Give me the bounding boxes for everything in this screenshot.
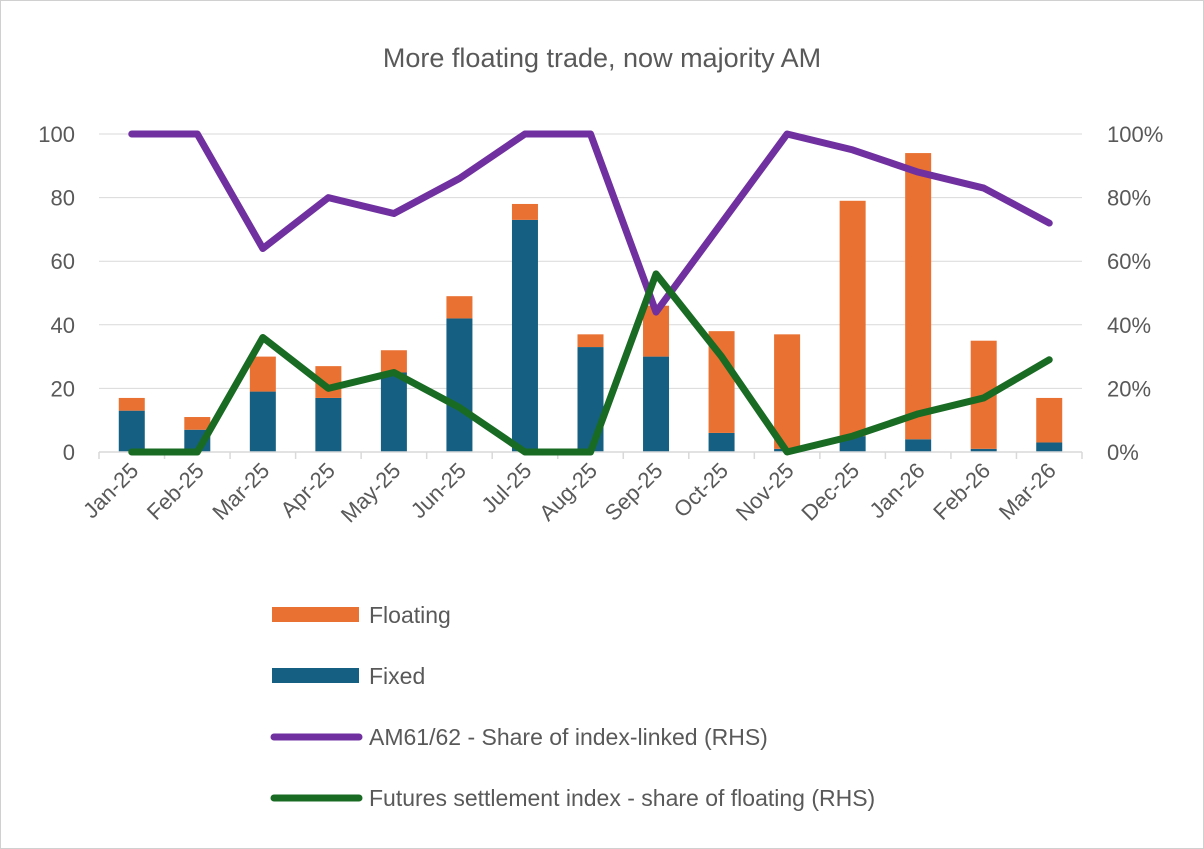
legend-label-futures-settlement-index-share-of-floating-rhs: Futures settlement index - share of floa… xyxy=(369,785,875,811)
x-tick-label-may-25: May-25 xyxy=(336,458,406,528)
line-series xyxy=(128,130,1053,456)
line-futures-settlement-index-share-of-floating-rhs xyxy=(128,270,1053,456)
bar-fixed-apr-25 xyxy=(315,397,342,452)
bar-floating-nov-25 xyxy=(774,334,801,449)
bar-floating-aug-25 xyxy=(577,334,604,348)
x-tick-label-mar-25: Mar-25 xyxy=(207,458,274,525)
x-tick-label-jul-25: Jul-25 xyxy=(476,458,536,518)
y-tick-label: 20 xyxy=(51,376,75,401)
bar-fixed-jan-26 xyxy=(905,439,932,452)
x-tick-label-aug-25: Aug-25 xyxy=(534,458,602,526)
bar-floating-feb-25 xyxy=(184,417,211,430)
x-tick-label-dec-25: Dec-25 xyxy=(796,458,864,526)
legend-swatch-floating xyxy=(272,607,359,622)
bar-fixed-jul-25 xyxy=(511,219,538,452)
legend-label-fixed: Fixed xyxy=(369,663,425,689)
x-tick-label-feb-25: Feb-25 xyxy=(142,458,209,525)
bar-floating-jul-25 xyxy=(511,203,538,220)
y-tick-label: 100 xyxy=(38,122,75,147)
bar-fixed-may-25 xyxy=(380,372,407,452)
line-am61-62-share-of-index-linked-rhs xyxy=(128,130,1053,316)
bar-floating-may-25 xyxy=(380,350,407,373)
bar-floating-jun-25 xyxy=(446,296,473,319)
y-tick-label: 60 xyxy=(51,249,75,274)
chart-title: More floating trade, now majority AM xyxy=(383,43,821,73)
bar-floating-jan-26 xyxy=(905,153,932,440)
bar-fixed-oct-25 xyxy=(708,432,735,452)
legend-label-floating: Floating xyxy=(369,602,451,628)
y-tick-label: 80 xyxy=(51,186,75,211)
x-tick-label-jan-26: Jan-26 xyxy=(864,458,929,523)
x-tick-label-jan-25: Jan-25 xyxy=(78,458,143,523)
y2-tick-label: 100% xyxy=(1107,122,1163,147)
y-tick-label: 40 xyxy=(51,313,75,338)
bar-floating-dec-25 xyxy=(839,200,866,437)
y2-tick-label: 80% xyxy=(1107,186,1151,211)
y2-tick-label: 60% xyxy=(1107,249,1151,274)
y-axis-left: 0 20 40 60 80 100 xyxy=(38,122,75,465)
legend: Floating Fixed AM61/62 - Share of index-li… xyxy=(270,602,875,811)
x-tick-label-feb-26: Feb-26 xyxy=(928,458,995,525)
bar-floating-mar-26 xyxy=(1036,397,1063,443)
legend-label-am61-62-share-of-index-linked-rhs: AM61/62 - Share of index-linked (RHS) xyxy=(369,724,768,750)
bar-fixed-mar-25 xyxy=(249,391,276,452)
bar-fixed-jan-25 xyxy=(118,410,145,452)
x-tick-label-mar-26: Mar-26 xyxy=(994,458,1061,525)
bar-floating-jan-25 xyxy=(118,397,145,411)
y2-tick-label: 20% xyxy=(1107,376,1151,401)
legend-swatch-fixed xyxy=(272,668,359,683)
bar-fixed-sep-25 xyxy=(643,356,670,452)
y2-tick-label: 40% xyxy=(1107,313,1151,338)
y-tick-label: 0 xyxy=(63,440,75,465)
x-tick-label-apr-25: Apr-25 xyxy=(276,458,340,522)
x-tick-label-sep-25: Sep-25 xyxy=(600,458,668,526)
x-tick-label-nov-25: Nov-25 xyxy=(731,458,799,526)
bar-fixed-jun-25 xyxy=(446,318,473,452)
y2-tick-label: 0% xyxy=(1107,440,1139,465)
y-axis-right: 0% 20% 40% 60% 80% 100% xyxy=(1107,122,1163,465)
bar-fixed-mar-26 xyxy=(1036,442,1063,452)
bar-fixed-feb-26 xyxy=(970,448,997,452)
bar-floating-mar-25 xyxy=(249,356,276,392)
x-tick-label-jun-25: Jun-25 xyxy=(406,458,471,523)
x-tick-label-oct-25: Oct-25 xyxy=(669,458,733,522)
